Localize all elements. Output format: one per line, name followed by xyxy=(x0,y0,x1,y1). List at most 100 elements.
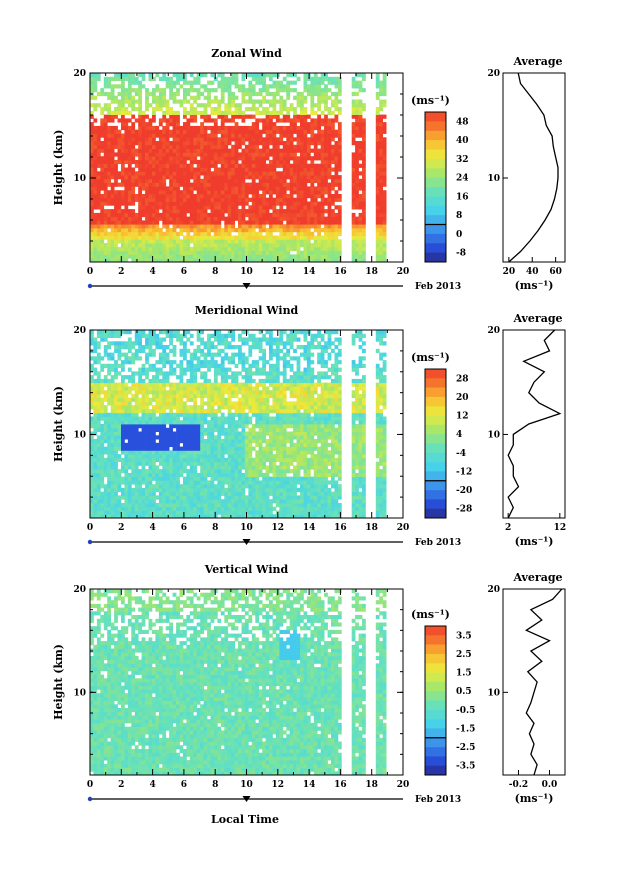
heatmap-cell xyxy=(145,416,149,421)
heatmap-cell xyxy=(210,239,215,244)
heatmap-cell xyxy=(90,363,94,368)
heatmap-cell xyxy=(334,167,339,172)
heatmap-cell xyxy=(224,231,229,236)
heatmap-cell xyxy=(131,405,136,410)
heatmap-cell xyxy=(262,171,266,176)
heatmap-cell xyxy=(293,129,297,134)
heatmap-cell xyxy=(275,110,280,115)
heatmap-cell xyxy=(279,239,284,244)
heatmap-cell xyxy=(158,99,163,104)
heatmap-cell xyxy=(227,84,232,89)
heatmap-cell xyxy=(296,175,301,180)
heatmap-cell xyxy=(200,446,204,451)
heatmap-cell xyxy=(134,91,139,97)
heatmap-cell xyxy=(169,216,173,221)
heatmap-cell xyxy=(127,254,132,259)
heatmap-cell xyxy=(251,171,256,176)
heatmap-cell xyxy=(313,197,318,202)
heatmap-cell xyxy=(176,235,180,240)
heatmap-cell xyxy=(121,91,125,97)
heatmap-cell xyxy=(183,148,187,153)
heatmap-cell xyxy=(141,514,146,519)
heatmap-cell xyxy=(337,80,342,85)
heatmap-cell xyxy=(176,246,180,252)
heatmap-cell xyxy=(217,216,222,221)
heatmap-cell xyxy=(379,125,383,131)
heatmap-cell xyxy=(296,250,301,255)
heatmap-cell xyxy=(220,144,225,149)
heatmap-cell xyxy=(121,352,125,357)
heatmap-cell xyxy=(179,84,184,89)
heatmap-cell xyxy=(186,446,191,451)
heatmap-cell xyxy=(90,465,94,470)
heatmap-cell xyxy=(127,224,132,229)
heatmap-cell xyxy=(117,363,122,368)
heatmap-cell xyxy=(172,386,177,391)
heatmap-cell xyxy=(90,469,94,474)
heatmap-cell xyxy=(114,125,118,131)
heatmap-cell xyxy=(189,171,194,176)
heatmap-cell xyxy=(148,212,153,218)
heatmap-cell xyxy=(210,118,215,123)
heatmap-cell xyxy=(138,224,142,229)
heatmap-cell xyxy=(107,133,111,138)
heatmap-cell xyxy=(241,197,246,202)
heatmap-cell xyxy=(152,439,156,444)
heatmap-cell xyxy=(203,175,208,180)
x-tick-label: 10 xyxy=(240,267,253,277)
heatmap-cell xyxy=(124,197,129,202)
heatmap-cell xyxy=(279,250,284,255)
heatmap-cell xyxy=(358,186,363,191)
heatmap-cell xyxy=(169,510,173,515)
heatmap-cell xyxy=(224,167,229,172)
heatmap-cell xyxy=(306,231,311,236)
heatmap-cell xyxy=(138,163,142,168)
heatmap-cell xyxy=(148,465,153,470)
heatmap-cell xyxy=(134,159,139,165)
heatmap-cell xyxy=(210,129,215,134)
heatmap-cell xyxy=(90,228,94,233)
heatmap-cell xyxy=(296,137,301,142)
heatmap-cell xyxy=(258,141,263,146)
heatmap-cell xyxy=(179,99,184,104)
heatmap-cell xyxy=(158,431,163,436)
heatmap-cell xyxy=(217,250,222,255)
heatmap-cell xyxy=(203,163,208,168)
heatmap-cell xyxy=(124,491,129,496)
heatmap-cell xyxy=(121,405,125,410)
heatmap-cell xyxy=(183,76,187,81)
heatmap-cell xyxy=(114,76,118,81)
heatmap-cell xyxy=(227,159,232,165)
heatmap-cell xyxy=(375,73,380,78)
heatmap-cell xyxy=(121,122,125,127)
heatmap-cell xyxy=(93,246,98,252)
heatmap-cell xyxy=(375,216,380,221)
heatmap-cell xyxy=(183,197,187,202)
heatmap-cell xyxy=(165,190,170,195)
heatmap-cell xyxy=(351,231,356,236)
heatmap-cell xyxy=(210,73,215,78)
heatmap-cell xyxy=(193,141,198,146)
heatmap-cell xyxy=(379,178,383,183)
heatmap-cell xyxy=(293,163,297,168)
heatmap-cell xyxy=(200,506,204,511)
heatmap-cell xyxy=(324,163,328,168)
heatmap-cell xyxy=(186,133,191,138)
heatmap-cell xyxy=(110,133,115,138)
heatmap-cell xyxy=(183,194,187,199)
heatmap-cell xyxy=(210,137,215,142)
heatmap-cell xyxy=(169,367,173,372)
heatmap-cell xyxy=(275,137,280,142)
heatmap-cell xyxy=(231,182,235,187)
heatmap-cell xyxy=(203,231,208,236)
heatmap-cell xyxy=(148,457,153,462)
average-x-tick-label: 60 xyxy=(549,267,562,277)
heatmap-cell xyxy=(169,360,173,365)
heatmap-cell xyxy=(107,91,111,97)
heatmap-cell xyxy=(248,216,253,221)
heatmap-cell xyxy=(186,129,191,134)
heatmap-cell xyxy=(234,125,239,131)
heatmap-cell xyxy=(269,186,273,191)
